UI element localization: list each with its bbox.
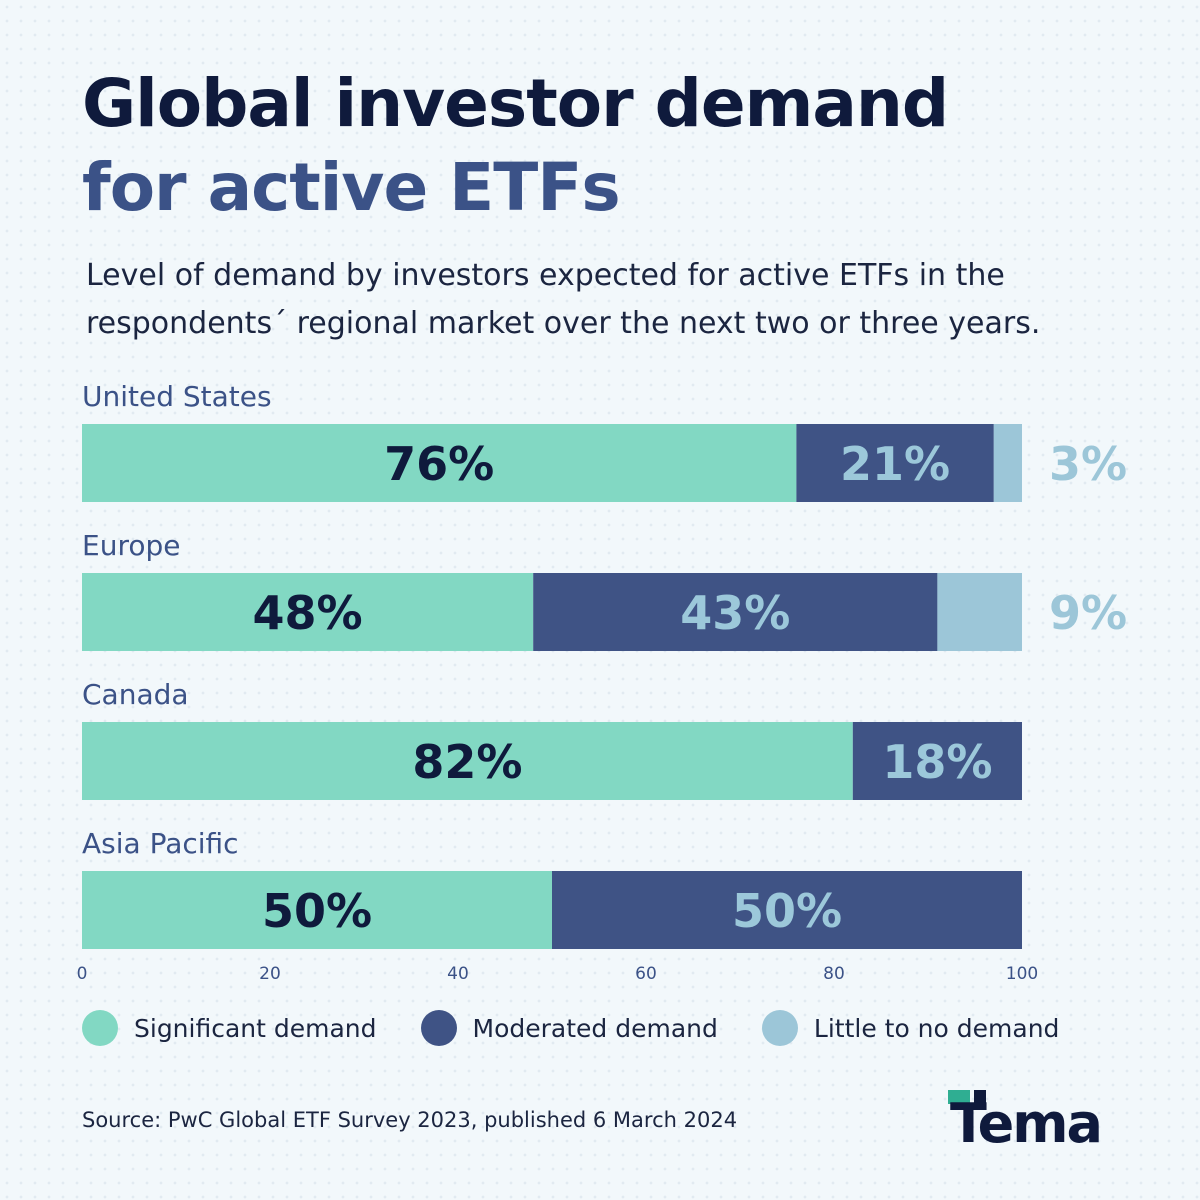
- x-tick-label-40: 40: [447, 964, 469, 984]
- x-tick-label-100: 100: [1006, 964, 1038, 984]
- x-tick-label-20: 20: [259, 964, 281, 984]
- x-tick-label-60: 60: [635, 964, 657, 984]
- data-label-canada-moderated-demand: 18%: [882, 735, 992, 789]
- bar-united-states-moderated-demand: [796, 424, 994, 502]
- data-label-europe-significant-demand: 48%: [253, 586, 363, 640]
- bar-canada-significant-demand: [82, 722, 853, 800]
- bar-united-states-significant-demand: [82, 424, 797, 502]
- data-label-europe-little-to-no-demand: 9%: [1049, 586, 1127, 640]
- x-tick-label-0: 0: [77, 964, 88, 984]
- bar-europe-significant-demand: [82, 573, 534, 651]
- legend: Significant demand Moderated demand Litt…: [82, 1010, 1103, 1046]
- bar-united-states-little-to-no-demand: [993, 424, 1022, 502]
- legend-item-moderated: Moderated demand: [420, 1010, 718, 1046]
- legend-swatch-significant: [82, 1010, 118, 1046]
- title-line-1: Global investor demand: [82, 65, 949, 142]
- legend-swatch-moderated: [420, 1010, 457, 1046]
- chart-subtitle: Level of demand by investors expected fo…: [86, 258, 1041, 341]
- logo-wordmark: Tema: [950, 1092, 1101, 1152]
- source-note: Source: PwC Global ETF Survey 2023, publ…: [82, 1108, 738, 1132]
- legend-item-significant: Significant demand: [82, 1010, 377, 1046]
- data-label-united-states-moderated-demand: 21%: [840, 437, 950, 491]
- bar-europe-moderated-demand: [533, 573, 938, 651]
- bar-canada-moderated-demand: [852, 722, 1022, 800]
- category-label-united-states: United States: [82, 380, 272, 413]
- legend-label-moderated: Moderated demand: [472, 1013, 718, 1043]
- data-label-europe-moderated-demand: 43%: [680, 586, 790, 640]
- logo-accent-bar: [974, 1090, 986, 1104]
- x-tick-label-80: 80: [823, 964, 845, 984]
- legend-item-little: Little to no demand: [761, 1010, 1060, 1046]
- title-line-2: for active ETFs: [82, 149, 621, 226]
- category-label-europe: Europe: [82, 529, 180, 562]
- bar-asia-pacific-significant-demand: [82, 871, 552, 949]
- data-label-canada-significant-demand: 82%: [412, 735, 522, 789]
- data-label-asia-pacific-significant-demand: 50%: [262, 884, 372, 938]
- data-label-united-states-significant-demand: 76%: [384, 437, 494, 491]
- data-label-asia-pacific-moderated-demand: 50%: [732, 884, 842, 938]
- tema-logo: Tema: [948, 1090, 1103, 1152]
- logo-accent-block: [948, 1090, 970, 1104]
- legend-label-little: Little to no demand: [813, 1013, 1060, 1043]
- chart-title: Global investor demand for active ETFs: [82, 62, 949, 230]
- data-label-united-states-little-to-no-demand: 3%: [1049, 437, 1127, 491]
- legend-swatch-little: [761, 1010, 798, 1046]
- category-label-canada: Canada: [82, 678, 189, 711]
- legend-label-significant: Significant demand: [134, 1013, 377, 1043]
- bar-asia-pacific-moderated-demand: [552, 871, 1022, 949]
- category-label-asia-pacific: Asia Pacific: [82, 827, 239, 860]
- bar-europe-little-to-no-demand: [937, 573, 1022, 651]
- stacked-bar-chart: United States 76% 21% 3% Europe 48% 43% 9% Canad…: [77, 380, 1127, 984]
